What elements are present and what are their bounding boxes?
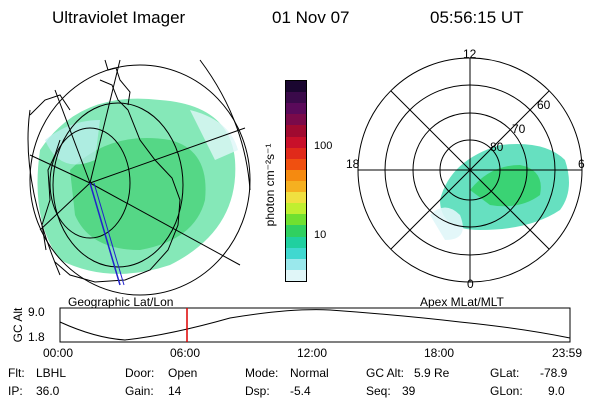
door-value: Open [168,366,198,380]
mlat-label-80: 80 [490,140,504,154]
mlt-label-18: 18 [346,157,360,171]
instrument-title: Ultraviolet Imager [52,8,186,27]
colorbar-swatch [286,169,306,181]
gc-alt-value: 5.9 Re [414,366,450,380]
mlt-label-12: 12 [463,47,477,61]
left-panel-title: Geographic Lat/Lon [68,295,174,309]
flt-label: Flt: [8,366,25,380]
dsp-label: Dsp: [245,384,270,398]
colorbar-swatch [286,269,306,281]
colorbar-swatch [286,258,306,270]
seq-label: Seq: [366,384,391,398]
gain-value: 14 [168,384,182,398]
altitude-ytick-1-8: 1.8 [28,330,45,344]
auroral-emission-right [430,144,569,240]
mode-value: Normal [290,366,329,380]
colorbar-swatch [286,125,306,137]
altitude-xtick-1800: 18:00 [424,346,455,360]
altitude-xtick-0000: 00:00 [43,346,74,360]
ip-label: IP: [8,384,23,398]
colorbar-swatch [286,214,306,226]
time-label: 05:56:15 UT [430,8,524,27]
colorbar-swatch [286,192,306,204]
seq-value: 39 [402,384,416,398]
glon-value: 9.0 [548,384,565,398]
dsp-value: -5.4 [290,384,311,398]
mlat-label-70: 70 [512,122,526,136]
flt-value: LBHL [36,366,67,380]
altitude-ytick-9: 9.0 [28,305,45,319]
colorbar-swatch [286,103,306,115]
glat-label: GLat: [490,366,520,380]
colorbar-swatch [286,225,306,237]
colorbar-swatch [286,236,306,248]
colorbar-swatch [286,147,306,159]
right-panel-title: Apex MLat/MLT [420,295,504,309]
mlat-label-60: 60 [537,98,551,112]
altitude-xtick-0600: 06:00 [170,346,201,360]
colorbar-swatch [286,114,306,126]
colorbar-tick-100: 100 [314,140,333,152]
gc-alt-label: GC Alt: [366,366,405,380]
colorbar-swatch [286,136,306,148]
altitude-xtick-2359: 23:59 [552,346,583,360]
ip-value: 36.0 [36,384,60,398]
door-label: Door: [125,366,155,380]
altitude-xtick-1200: 12:00 [297,346,328,360]
colorbar-swatch [286,158,306,170]
date-label: 01 Nov 07 [272,8,350,27]
colorbar-swatch [286,203,306,215]
colorbar-swatch [286,180,306,193]
colorbar-swatch [286,247,306,259]
mode-label: Mode: [245,366,279,380]
colorbar-swatch [286,92,306,104]
glat-value: -78.9 [540,366,568,380]
colorbar-tick-10: 10 [314,229,327,241]
gain-label: Gain: [125,384,154,398]
glon-label: GLon: [490,384,523,398]
mlt-label-0: 0 [467,277,474,291]
mlt-label-6: 6 [578,157,585,171]
colorbar-swatch [286,81,306,93]
colorbar [285,80,307,282]
auroral-emission-left [37,98,238,274]
